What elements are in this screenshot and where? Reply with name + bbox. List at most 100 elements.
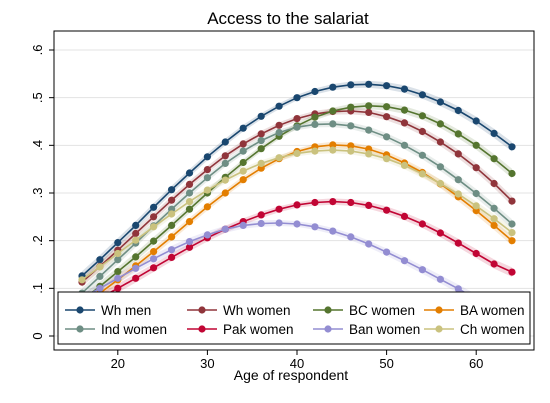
legend-label: Wh women	[223, 303, 291, 318]
data-point	[347, 122, 355, 130]
data-point	[114, 239, 122, 247]
series	[78, 107, 516, 286]
data-point	[293, 149, 301, 157]
data-point	[311, 87, 319, 96]
data-point	[293, 123, 301, 131]
data-point	[472, 117, 480, 125]
data-point	[275, 219, 283, 227]
legend-label: Ban women	[349, 322, 420, 337]
legend-item: Pak women	[187, 322, 294, 337]
data-point	[383, 113, 391, 121]
data-point	[383, 82, 391, 90]
data-point	[383, 248, 391, 256]
series	[78, 198, 516, 310]
data-point	[454, 239, 462, 247]
data-point	[436, 98, 444, 106]
data-point	[168, 186, 176, 194]
data-point	[311, 147, 319, 155]
data-point	[436, 275, 444, 283]
data-point	[185, 180, 194, 188]
data-point	[490, 129, 498, 137]
data-point	[114, 268, 122, 276]
legend-swatch-marker	[76, 325, 84, 333]
legend-label: BA women	[460, 303, 525, 318]
legend-swatch-marker	[76, 306, 84, 314]
y-tick-label: .3	[30, 188, 45, 199]
data-point	[203, 174, 211, 182]
x-tick-label: 30	[200, 356, 214, 371]
data-point	[508, 237, 516, 245]
data-point	[508, 229, 516, 237]
data-point	[365, 126, 373, 134]
data-point	[490, 155, 498, 163]
data-point	[132, 236, 140, 244]
data-point	[96, 256, 104, 264]
legend-label: Ind women	[101, 322, 167, 337]
data-point	[132, 264, 140, 272]
data-point	[508, 268, 516, 276]
data-point	[400, 161, 409, 169]
legend-swatch-marker	[324, 325, 332, 333]
data-point	[239, 158, 247, 167]
data-point	[490, 221, 498, 229]
data-point	[203, 203, 211, 211]
data-point	[168, 210, 176, 218]
data-point	[168, 221, 176, 229]
data-point	[257, 211, 265, 219]
data-point	[203, 166, 211, 174]
data-point	[150, 213, 158, 221]
series-layer	[78, 80, 516, 322]
data-point	[311, 120, 319, 128]
data-point	[472, 202, 480, 210]
data-point	[490, 179, 498, 188]
legend-swatch-marker	[324, 306, 332, 314]
data-point	[472, 164, 480, 172]
data-point	[365, 240, 373, 248]
data-point	[221, 225, 229, 233]
x-tick-label: 20	[111, 356, 125, 371]
data-point	[383, 155, 391, 163]
data-point	[185, 238, 194, 246]
data-point	[114, 274, 122, 282]
legend-label: BC women	[349, 303, 415, 318]
data-point	[275, 205, 283, 213]
data-point	[436, 138, 444, 146]
data-point	[418, 266, 426, 274]
data-point	[454, 190, 462, 198]
data-point	[185, 169, 194, 177]
data-point	[400, 85, 409, 93]
data-point	[454, 176, 462, 184]
data-point	[150, 223, 158, 231]
data-point	[508, 143, 516, 151]
data-point	[168, 253, 176, 261]
data-point	[132, 221, 140, 229]
data-point	[239, 140, 247, 148]
data-point	[221, 152, 229, 160]
y-tick-label: .4	[30, 140, 45, 151]
data-point	[275, 102, 283, 110]
data-point	[329, 146, 337, 154]
data-point	[132, 229, 140, 238]
data-point	[132, 253, 140, 261]
data-point	[203, 231, 211, 239]
data-point	[365, 150, 373, 158]
data-point	[329, 141, 337, 149]
data-point	[508, 220, 516, 228]
data-point	[168, 196, 176, 204]
legend-label: Ch women	[460, 322, 525, 337]
legend-swatch-marker	[198, 306, 206, 314]
x-tick-label: 40	[290, 356, 304, 371]
legend-box	[57, 291, 531, 345]
data-point	[203, 153, 211, 161]
data-point	[185, 218, 194, 226]
data-point	[418, 220, 426, 228]
data-point	[185, 243, 194, 251]
data-point	[347, 198, 355, 207]
data-point	[96, 263, 104, 271]
data-point	[347, 81, 355, 89]
legend-label: Wh men	[101, 303, 151, 318]
data-point	[114, 284, 122, 292]
y-tick-label: .5	[30, 92, 45, 103]
